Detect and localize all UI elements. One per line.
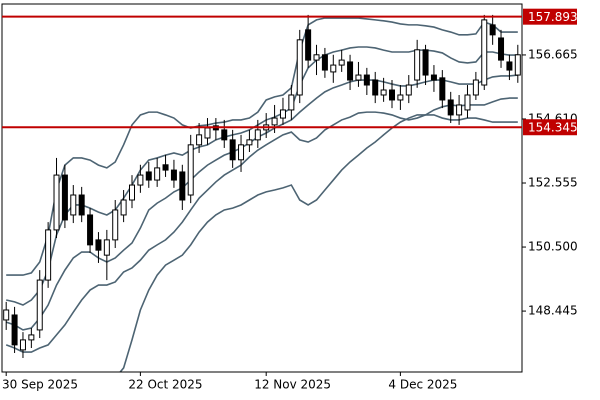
candle-body bbox=[380, 89, 387, 96]
candle-body bbox=[187, 144, 194, 196]
candle-body bbox=[28, 334, 35, 341]
candle-body bbox=[414, 49, 421, 81]
candle-body bbox=[137, 174, 144, 186]
candle-body bbox=[78, 194, 85, 216]
candle-body bbox=[170, 169, 177, 181]
x-tick-label: 30 Sep 2025 bbox=[2, 378, 78, 392]
candle-body bbox=[447, 99, 454, 116]
level-label: 157.893 bbox=[528, 10, 578, 24]
candle-body bbox=[363, 74, 370, 86]
plot-area bbox=[3, 14, 521, 372]
band-line bbox=[6, 17, 518, 276]
candle-body bbox=[506, 61, 513, 71]
candle-body bbox=[422, 49, 429, 76]
candle-body bbox=[355, 74, 362, 81]
candle-body bbox=[36, 279, 43, 331]
candle-body bbox=[162, 164, 169, 171]
candle-body bbox=[498, 37, 505, 61]
candle-body bbox=[87, 214, 94, 246]
y-tick-label: 150.500 bbox=[528, 240, 578, 254]
candle-body bbox=[489, 24, 496, 36]
candle-body bbox=[204, 127, 211, 139]
x-tick-label: 12 Nov 2025 bbox=[254, 378, 331, 392]
candle-body bbox=[347, 61, 354, 81]
candle-body bbox=[11, 314, 18, 346]
candle-body bbox=[95, 239, 102, 251]
candle-body bbox=[481, 19, 488, 86]
x-tick-label: 4 Dec 2025 bbox=[388, 378, 457, 392]
candle-body bbox=[3, 309, 10, 321]
y-tick-label: 156.665 bbox=[528, 47, 578, 61]
candle-body bbox=[45, 229, 52, 281]
candle-body bbox=[129, 184, 135, 201]
candle-body bbox=[120, 199, 127, 216]
candle-body bbox=[305, 29, 312, 61]
candle-body bbox=[246, 139, 253, 146]
candle-body bbox=[279, 109, 286, 119]
candle-body bbox=[430, 74, 437, 81]
candle-body bbox=[296, 39, 303, 96]
candle-body bbox=[397, 94, 404, 101]
candle-body bbox=[464, 94, 471, 111]
candle-body bbox=[405, 84, 412, 96]
candle-body bbox=[19, 339, 26, 351]
candle-body bbox=[338, 59, 345, 66]
candle-body bbox=[103, 239, 110, 256]
candle-body bbox=[330, 64, 337, 73]
candle-body bbox=[254, 129, 261, 141]
candle-body bbox=[154, 167, 161, 181]
candle-body bbox=[288, 94, 295, 111]
candle-body bbox=[221, 129, 228, 141]
band-line bbox=[6, 46, 518, 306]
candle-body bbox=[112, 209, 119, 241]
plot-frame bbox=[1, 3, 523, 373]
candle-body bbox=[271, 117, 278, 126]
candle-body bbox=[70, 194, 77, 216]
candle-body bbox=[179, 171, 186, 201]
y-tick-label: 148.445 bbox=[528, 304, 578, 318]
candle-body bbox=[472, 79, 479, 96]
candle-body bbox=[238, 144, 245, 161]
candle-body bbox=[456, 104, 463, 116]
candle-body bbox=[196, 134, 203, 146]
candle-body bbox=[53, 174, 60, 231]
candle-body bbox=[514, 54, 521, 76]
x-tick-label: 22 Oct 2025 bbox=[128, 378, 202, 392]
candle-body bbox=[372, 79, 379, 96]
candle-body bbox=[321, 54, 328, 71]
candle-body bbox=[389, 89, 395, 101]
band-line bbox=[119, 114, 518, 372]
y-tick-label: 152.555 bbox=[528, 176, 578, 190]
candle-body bbox=[61, 174, 68, 221]
candle-body bbox=[313, 54, 320, 61]
candle-body bbox=[439, 77, 446, 101]
level-label: 154.345 bbox=[528, 121, 578, 135]
level-label-box bbox=[523, 119, 577, 136]
candle-body bbox=[229, 139, 236, 161]
candle-body bbox=[145, 171, 152, 181]
band-line bbox=[5, 97, 518, 353]
level-label-box bbox=[523, 8, 577, 25]
